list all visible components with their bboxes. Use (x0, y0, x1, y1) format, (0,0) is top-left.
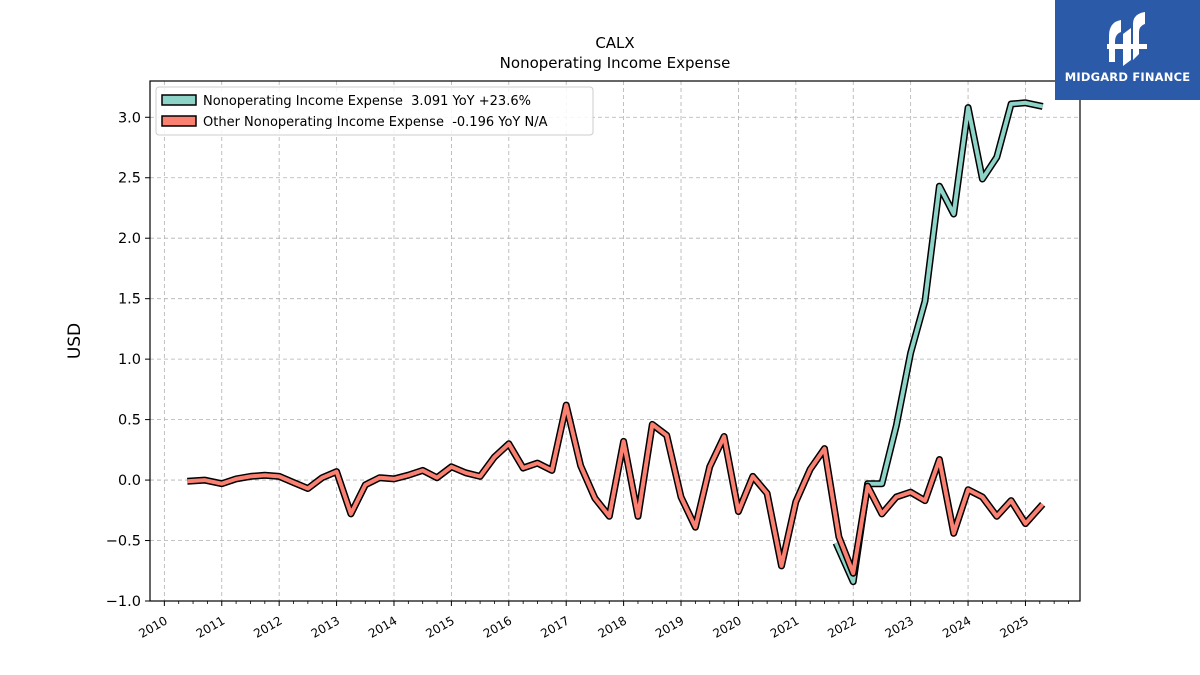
x-tick-label: 2011 (194, 613, 227, 640)
y-axis: −1.0 −0.5 0.0 0.5 1.0 1.5 2.0 2.5 3.0 (106, 110, 150, 610)
legend-label-other: Other Nonoperating Income Expense -0.196… (203, 115, 548, 130)
x-tick-label: 2016 (481, 613, 514, 640)
x-tick-label: 2019 (653, 613, 686, 640)
legend-swatch-other (161, 115, 197, 127)
x-tick-label: 2017 (538, 613, 571, 640)
chart-title: CALX (595, 34, 634, 52)
x-tick-label: 2021 (768, 613, 801, 640)
logo-text: MIDGARD FINANCE (1064, 70, 1191, 84)
y-tick-label: 3.0 (118, 110, 141, 126)
series-line-0 (834, 100, 1044, 584)
y-tick-label: 2.5 (118, 171, 141, 187)
x-tick-label: 2014 (366, 613, 399, 640)
y-tick-label: 0.5 (118, 413, 141, 429)
y-tick-label: 1.5 (118, 292, 141, 308)
legend-swatch-nonoperating (161, 94, 197, 106)
legend-box (155, 86, 594, 136)
y-tick-label: 2.0 (118, 231, 141, 247)
x-tick-label: 2020 (710, 613, 743, 640)
x-tick-label: 2012 (251, 613, 284, 640)
y-tick-label: 1.0 (118, 352, 141, 368)
x-tick-label: 2013 (309, 613, 342, 640)
x-tick-label: 2023 (883, 613, 916, 640)
x-tick-label: 2024 (940, 613, 973, 640)
x-tick-label: 2015 (423, 613, 456, 640)
midgard-finance-logo: MIDGARD FINANCE (1055, 0, 1200, 100)
y-tick-label: −0.5 (106, 534, 141, 550)
legend: Nonoperating Income Expense 3.091 YoY +2… (155, 86, 594, 136)
plot-frame (149, 80, 1081, 602)
x-tick-label: 2010 (136, 613, 169, 640)
y-tick-label: 0.0 (118, 473, 141, 489)
x-tick-label: 2022 (825, 613, 858, 640)
legend-label-nonoperating: Nonoperating Income Expense 3.091 YoY +2… (203, 94, 531, 109)
series-line-1 (187, 403, 1045, 576)
chart-subtitle: Nonoperating Income Expense (500, 54, 731, 72)
x-axis: 2010 2011 2012 2013 2014 2015 2016 2017 2018 2019… (136, 601, 1069, 641)
grid (150, 81, 1080, 602)
x-tick-label: 2018 (596, 613, 629, 640)
series-lines (187, 99, 1046, 586)
y-tick-label: −1.0 (106, 594, 141, 610)
logo-mark-icon (1107, 12, 1147, 66)
y-axis-label: USD (65, 323, 85, 359)
x-tick-label: 2025 (998, 613, 1031, 640)
